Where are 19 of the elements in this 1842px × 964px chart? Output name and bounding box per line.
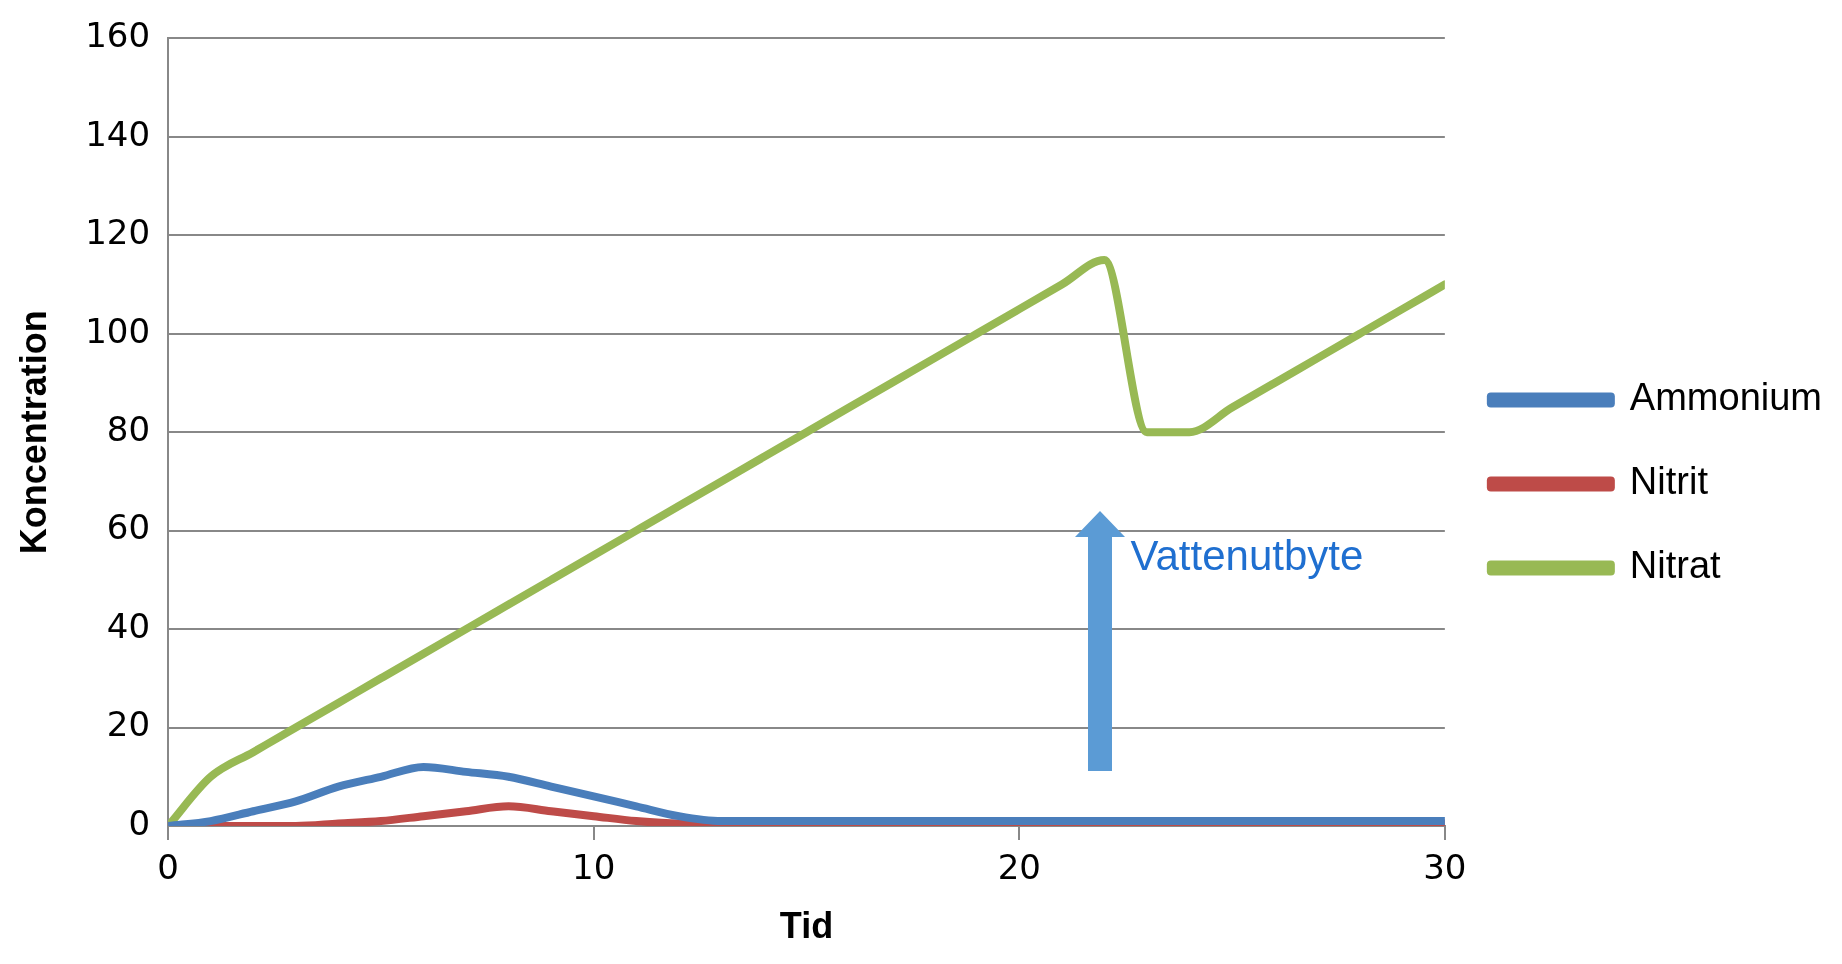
y-axis-title: Koncentration	[12, 310, 54, 555]
y-tick-label: 100	[85, 310, 151, 351]
legend-label: Ammonium	[1629, 376, 1822, 419]
y-tick-label: 60	[106, 507, 151, 548]
y-tick-label: 160	[85, 15, 151, 56]
x-tick-label: 20	[997, 847, 1041, 888]
annotation: Vattenutbyte	[1130, 531, 1364, 580]
legend-label: Nitrit	[1629, 460, 1709, 503]
y-tick-label: 120	[85, 212, 151, 253]
y-tick-label: 20	[106, 704, 151, 745]
x-axis-title: Tid	[779, 905, 834, 947]
x-tick-label: 30	[1423, 847, 1467, 888]
y-tick-label: 40	[106, 605, 151, 646]
legend-label: Nitrat	[1629, 544, 1722, 587]
x-tick-label: 0	[157, 847, 179, 888]
y-tick-label: 80	[106, 409, 151, 450]
y-tick-label: 140	[85, 113, 151, 154]
y-tick-label: 0	[128, 802, 151, 843]
x-tick-label: 10	[572, 847, 616, 888]
